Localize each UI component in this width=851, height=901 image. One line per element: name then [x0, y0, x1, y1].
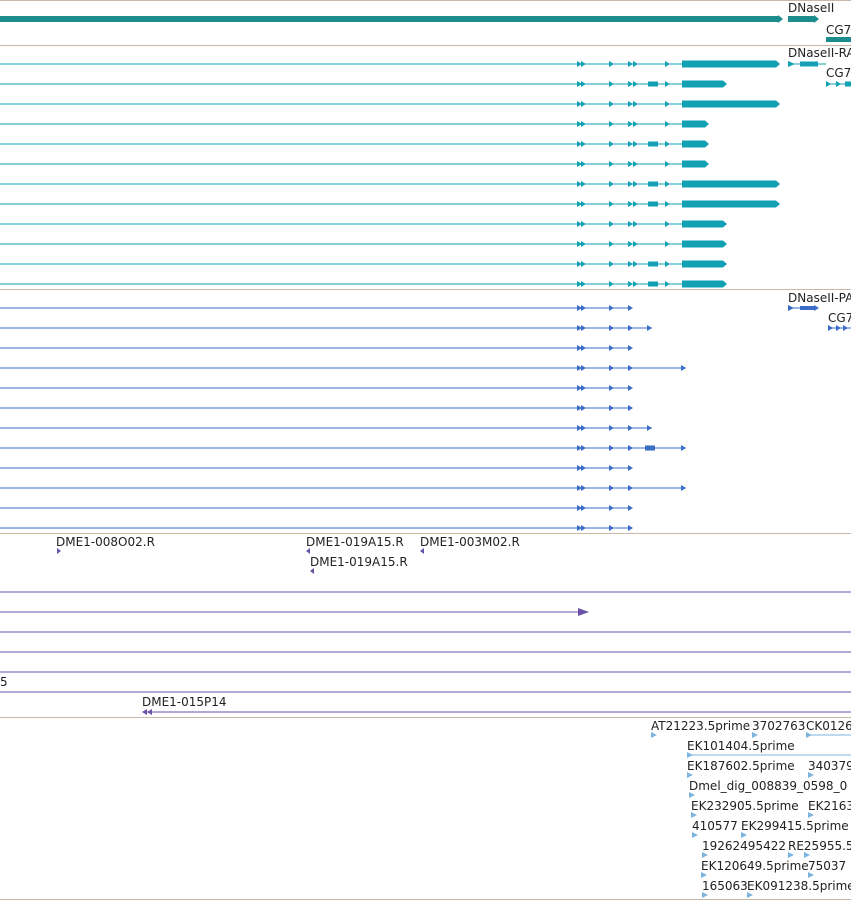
transcript-label: DNaseII-RA: [788, 46, 851, 60]
est-marker[interactable]: [701, 872, 707, 878]
clone-marker[interactable]: [310, 568, 314, 574]
transcript-feature[interactable]: [788, 61, 826, 67]
est-marker[interactable]: [808, 812, 814, 818]
est-marker[interactable]: [808, 772, 814, 778]
est-label: 410577: [692, 819, 738, 833]
est-marker[interactable]: [702, 892, 708, 898]
transcript-feature[interactable]: [826, 81, 851, 87]
transcript-row[interactable]: [0, 305, 633, 311]
est-label: 340379: [808, 759, 851, 773]
est-marker[interactable]: [808, 872, 814, 878]
transcript-row[interactable]: [0, 280, 727, 288]
transcript-row[interactable]: [0, 200, 780, 208]
other-transcript-track: DNaseII-PA CG7: [0, 291, 851, 531]
clone-feature[interactable]: [142, 709, 851, 715]
est-track: AT21223.5prime 3702763 CK0126 EK101404.5…: [651, 719, 851, 898]
est-marker[interactable]: [752, 732, 758, 738]
gene-feature[interactable]: [0, 15, 783, 23]
gene-label: DNaseII: [788, 1, 834, 15]
transcript-feature[interactable]: [788, 305, 819, 311]
gene-feature[interactable]: [826, 37, 851, 42]
transcript-row[interactable]: [0, 505, 633, 511]
est-label: 165063: [702, 879, 748, 893]
est-label: EK101404.5prime: [687, 739, 795, 753]
est-marker[interactable]: [741, 832, 747, 838]
est-label: RE25955.5: [788, 839, 851, 853]
transcript-row[interactable]: [0, 345, 633, 351]
clone-label: DME1-015P14: [142, 695, 227, 709]
clone-feature[interactable]: [0, 608, 589, 616]
clone-label: DME1-019A15.R: [310, 555, 408, 569]
clone-marker[interactable]: [306, 548, 310, 554]
clone-marker[interactable]: [420, 548, 424, 554]
est-label: EK299415.5prime: [741, 819, 849, 833]
est-label: EK187602.5prime: [687, 759, 795, 773]
transcript-label: CG7: [828, 311, 851, 325]
flybase-transcript-track: DNaseII-RA CG7: [0, 46, 851, 288]
transcript-row[interactable]: [0, 220, 727, 228]
est-label: AT21223.5prime: [651, 719, 750, 733]
est-label: EK232905.5prime: [691, 799, 799, 813]
est-marker[interactable]: [651, 732, 657, 738]
clone-label: DME1-003M02.R: [420, 535, 520, 549]
est-marker[interactable]: [689, 792, 695, 798]
est-label: EK120649.5prime: [701, 859, 809, 873]
gene-track: DNaseII CG7: [0, 1, 851, 42]
transcript-row[interactable]: [0, 385, 633, 391]
clone-label: 5: [0, 675, 8, 689]
transcript-row[interactable]: [0, 260, 727, 268]
est-marker[interactable]: [804, 852, 810, 858]
transcript-row[interactable]: [0, 425, 652, 431]
transcript-row[interactable]: [0, 365, 686, 371]
clone-track: DME1-008O02.R DME1-019A15.R DME1-003M02.…: [0, 535, 851, 715]
est-label: 75037: [808, 859, 846, 873]
transcript-feature[interactable]: [828, 325, 851, 331]
transcript-row[interactable]: [0, 100, 780, 108]
transcript-row[interactable]: [0, 525, 633, 531]
est-marker[interactable]: [691, 812, 697, 818]
est-label: 3702763: [752, 719, 805, 733]
transcript-row[interactable]: [0, 325, 652, 331]
transcript-row[interactable]: [0, 465, 633, 471]
est-label: 19262495422: [702, 839, 786, 853]
transcript-row[interactable]: [0, 405, 633, 411]
transcript-row[interactable]: [0, 120, 709, 128]
clone-label: DME1-019A15.R: [306, 535, 404, 549]
est-marker[interactable]: [747, 892, 753, 898]
transcript-row[interactable]: [0, 240, 727, 248]
transcript-label: CG7: [826, 66, 851, 80]
clone-label: DME1-008O02.R: [56, 535, 155, 549]
est-label: CK0126: [806, 719, 851, 733]
clone-marker[interactable]: [57, 548, 61, 554]
transcript-row[interactable]: [0, 60, 780, 68]
est-label: Dmel_dig_008839_0598_0: [689, 779, 847, 793]
transcript-row[interactable]: [0, 140, 709, 148]
est-label: EK091238.5prime: [747, 879, 851, 893]
transcript-row[interactable]: [0, 180, 780, 188]
transcript-row[interactable]: [0, 445, 686, 451]
est-label: EK2163: [808, 799, 851, 813]
transcript-label: DNaseII-PA: [788, 291, 851, 305]
est-marker[interactable]: [702, 852, 708, 858]
est-marker[interactable]: [687, 772, 693, 778]
gene-feature[interactable]: [788, 15, 819, 23]
gene-label: CG7: [826, 23, 851, 37]
est-marker[interactable]: [788, 852, 794, 858]
est-marker[interactable]: [692, 832, 698, 838]
transcript-row[interactable]: [0, 160, 709, 168]
est-feature-group: [651, 732, 851, 898]
transcript-row[interactable]: [0, 80, 727, 88]
transcript-row[interactable]: [0, 485, 686, 491]
